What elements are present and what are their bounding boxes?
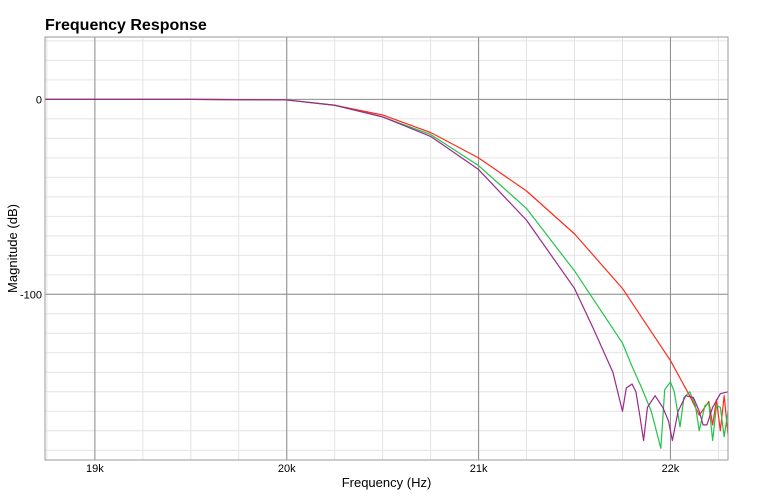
chart-title: Frequency Response: [45, 17, 207, 34]
x-tick-labels: 19k 20k 21k 22k: [86, 463, 680, 475]
x-tick-label: 20k: [278, 463, 296, 475]
y-tick-label: -100: [20, 289, 42, 301]
x-tick-label: 21k: [470, 463, 488, 475]
x-tick-label: 22k: [662, 463, 680, 475]
y-tick-labels: 0 -100: [20, 94, 42, 301]
series-layer: [45, 98, 729, 449]
y-axis-label: Magnitude (dB): [5, 204, 20, 293]
y-tick-label: 0: [36, 94, 42, 106]
series-line-3: [45, 98, 729, 442]
x-tick-label: 19k: [86, 463, 104, 475]
plot-area-background: [45, 37, 728, 460]
plot-frame: [44, 36, 729, 461]
x-axis-label: Frequency (Hz): [342, 475, 432, 490]
